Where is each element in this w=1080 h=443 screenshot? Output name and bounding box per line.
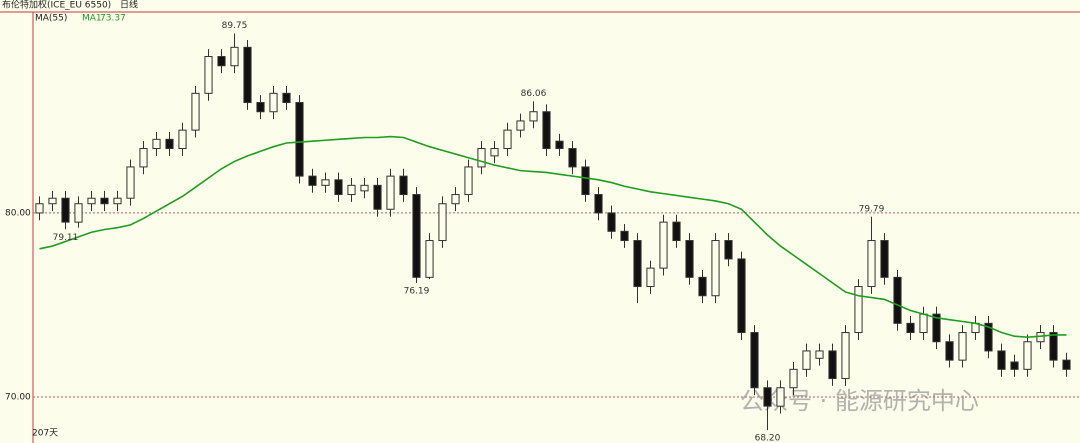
candle-body xyxy=(191,92,200,131)
extreme-label: 76.19 xyxy=(404,287,430,297)
candle-body xyxy=(412,194,421,278)
candle-body xyxy=(165,138,174,150)
ma-legend-name: MA1 xyxy=(82,14,102,24)
candle-body xyxy=(880,240,889,278)
candle-body xyxy=(451,194,460,205)
candle-body xyxy=(867,240,876,288)
candle-body xyxy=(490,148,499,157)
extreme-label: 86.06 xyxy=(521,89,547,99)
candle-body xyxy=(477,148,486,168)
period-selector[interactable]: 日线 xyxy=(120,0,138,11)
candle-body xyxy=(61,197,70,223)
extreme-label: 79.79 xyxy=(859,204,885,214)
candle-body xyxy=(74,203,83,223)
footer-count: 207天 xyxy=(32,429,58,439)
watermark: 公众号 · 能源研究中心 xyxy=(740,387,979,415)
ma-line xyxy=(39,135,1067,338)
candle-body xyxy=(1062,359,1071,370)
candle-body xyxy=(646,267,655,288)
candle-body xyxy=(919,313,928,334)
candle-body xyxy=(997,350,1006,370)
candle-body xyxy=(295,102,304,177)
extreme-label: 89.75 xyxy=(222,21,248,31)
candle-body xyxy=(984,322,993,352)
candle-body xyxy=(906,322,915,334)
candle-body xyxy=(35,203,44,214)
candle-body xyxy=(737,258,746,334)
candle-body xyxy=(828,350,837,380)
candle-body xyxy=(503,129,512,150)
candle-body xyxy=(360,184,369,192)
candle-body xyxy=(438,203,447,242)
candle-body xyxy=(698,276,707,297)
candle-body xyxy=(542,111,551,150)
candle-body xyxy=(113,197,122,205)
candle-body xyxy=(893,276,902,324)
candle-body xyxy=(399,175,408,196)
candle-body xyxy=(321,179,330,186)
candle-body xyxy=(373,184,382,210)
candle-body xyxy=(243,46,252,104)
candle-body xyxy=(932,313,941,343)
candle-body xyxy=(672,221,681,242)
candle-body xyxy=(425,240,434,278)
candle-body xyxy=(659,221,668,269)
candle-body xyxy=(633,240,642,288)
candle-body xyxy=(802,350,811,370)
ma-legend-value: 73.37 xyxy=(100,14,126,24)
candle-body xyxy=(815,350,824,359)
candle-body xyxy=(568,148,577,168)
candle-body xyxy=(48,197,57,205)
candle-body xyxy=(854,286,863,334)
candle-body xyxy=(139,148,148,168)
y-tick-label: 80.00 xyxy=(5,208,31,218)
candle-body xyxy=(152,138,161,150)
candle-body xyxy=(269,92,278,113)
chart-title[interactable]: 布伦特加权(ICE_EU 6550) xyxy=(2,0,111,11)
candle-body xyxy=(776,387,785,407)
candle-body xyxy=(87,197,96,205)
candle-body xyxy=(308,175,317,186)
candle-body xyxy=(464,166,473,196)
candle-body xyxy=(126,166,135,199)
candle-body xyxy=(555,140,564,150)
candle-body xyxy=(256,102,265,113)
candle-body xyxy=(711,240,720,297)
candle-body xyxy=(841,332,850,380)
candle-body xyxy=(386,175,395,210)
candle-body xyxy=(1023,341,1032,370)
candle-body xyxy=(607,212,616,232)
extreme-label: 68.20 xyxy=(755,434,781,443)
candle-body xyxy=(1049,332,1058,361)
candle-body xyxy=(724,240,733,260)
candle-body xyxy=(620,230,629,242)
candle-body xyxy=(581,166,590,196)
y-tick-label: 70.00 xyxy=(5,392,31,402)
candle-body xyxy=(347,184,356,196)
candle-body xyxy=(685,240,694,278)
candle-body xyxy=(1010,361,1019,370)
candle-body xyxy=(789,368,798,389)
candle-body xyxy=(529,111,538,122)
candle-body xyxy=(594,194,603,214)
candle-body xyxy=(217,56,226,67)
candle-body xyxy=(282,92,291,104)
indicator-name[interactable]: MA(55) xyxy=(35,14,67,24)
candle-body xyxy=(334,179,343,196)
candle-body xyxy=(100,197,109,205)
candle-body xyxy=(958,332,967,361)
candle-body xyxy=(230,46,239,67)
candle-body xyxy=(945,341,954,361)
candle-body xyxy=(204,56,213,94)
candle-body xyxy=(178,129,187,150)
candle-body xyxy=(516,120,525,131)
extreme-label: 79.11 xyxy=(53,233,79,243)
candle-body xyxy=(750,332,759,389)
candle-body xyxy=(763,387,772,407)
